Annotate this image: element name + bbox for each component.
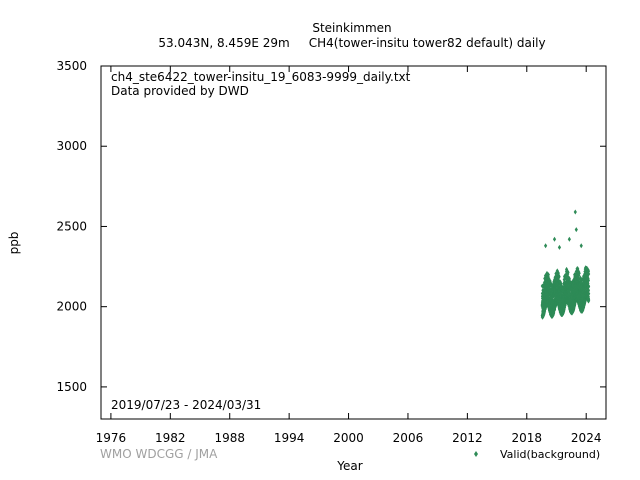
data-point — [544, 272, 548, 278]
plot-area-frame — [100, 65, 607, 420]
data-point — [573, 209, 577, 215]
x-axis-ticks: 1976 1982 1988 1994 2000 2006 2012 2018 2024 — [96, 66, 602, 445]
data-point — [567, 236, 571, 242]
data-point — [559, 289, 564, 295]
data-point — [543, 243, 548, 249]
provider-label: Data provided by DWD — [111, 84, 249, 98]
data-point — [566, 269, 570, 275]
x-tick-label: 2000 — [333, 431, 364, 445]
x-tick-label: 2012 — [452, 431, 483, 445]
data-point — [563, 294, 567, 300]
data-point — [586, 284, 591, 290]
data-point — [585, 272, 590, 278]
data-point — [571, 282, 575, 288]
y-tick-label: 2000 — [56, 300, 87, 314]
data-point — [547, 279, 551, 285]
legend-label: Valid(background) — [500, 448, 600, 461]
x-tick-label: 2018 — [512, 431, 543, 445]
data-point — [552, 236, 557, 242]
data-point — [587, 297, 591, 303]
file-label: ch4_ste6422_tower-insitu_19_6083-9999_da… — [111, 70, 411, 84]
data-point — [585, 282, 589, 288]
y-tick-label: 1500 — [56, 380, 87, 394]
x-tick-label: 2006 — [393, 431, 424, 445]
data-point — [574, 227, 578, 233]
data-point — [546, 272, 550, 278]
data-point — [548, 278, 552, 284]
data-point — [547, 276, 551, 282]
x-tick-label: 2024 — [571, 431, 602, 445]
data-point — [562, 277, 566, 283]
data-point — [587, 291, 591, 297]
data-point — [582, 281, 586, 287]
credit-label: WMO WDCGG / JMA — [100, 447, 218, 461]
data-point — [577, 272, 581, 278]
x-tick-label: 1976 — [96, 431, 127, 445]
data-point — [581, 289, 585, 295]
data-point — [586, 280, 590, 286]
data-point — [586, 287, 591, 293]
y-tick-label: 2500 — [56, 219, 87, 233]
data-point — [584, 268, 588, 274]
chart-subtitle: 53.043N, 8.459E 29m CH4(tower-insitu tow… — [158, 36, 545, 50]
data-point — [587, 271, 591, 277]
x-axis-label: Year — [336, 459, 362, 473]
data-point — [542, 290, 546, 296]
x-tick-label: 1982 — [155, 431, 186, 445]
date-range-label: 2019/07/23 - 2024/03/31 — [111, 398, 261, 412]
x-tick-label: 1994 — [274, 431, 305, 445]
data-point — [556, 286, 560, 292]
data-point — [579, 243, 583, 249]
data-point — [554, 271, 558, 277]
x-tick-label: 1988 — [214, 431, 245, 445]
data-point — [557, 273, 561, 279]
y-axis-ticks: 1500 2000 2500 3000 3500 — [56, 59, 606, 394]
data-points — [540, 209, 591, 320]
data-point — [555, 282, 559, 288]
data-point — [586, 268, 591, 274]
data-point — [559, 280, 563, 286]
data-point — [577, 270, 581, 276]
data-point — [567, 275, 571, 281]
data-point — [556, 281, 560, 287]
data-point — [586, 278, 591, 284]
legend-marker-icon — [474, 451, 478, 457]
y-tick-label: 3000 — [56, 139, 87, 153]
data-point — [579, 284, 583, 290]
chart-title: Steinkimmen — [312, 21, 391, 35]
y-axis-label: ppb — [7, 232, 21, 255]
legend: Valid(background) — [474, 448, 600, 461]
y-tick-label: 3500 — [56, 59, 87, 73]
data-point — [557, 244, 562, 250]
